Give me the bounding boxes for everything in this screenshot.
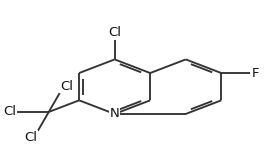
- Text: F: F: [252, 67, 260, 80]
- Text: N: N: [110, 107, 120, 120]
- Text: Cl: Cl: [108, 26, 121, 39]
- Text: Cl: Cl: [60, 80, 73, 93]
- Text: Cl: Cl: [25, 131, 38, 144]
- Text: Cl: Cl: [3, 105, 16, 118]
